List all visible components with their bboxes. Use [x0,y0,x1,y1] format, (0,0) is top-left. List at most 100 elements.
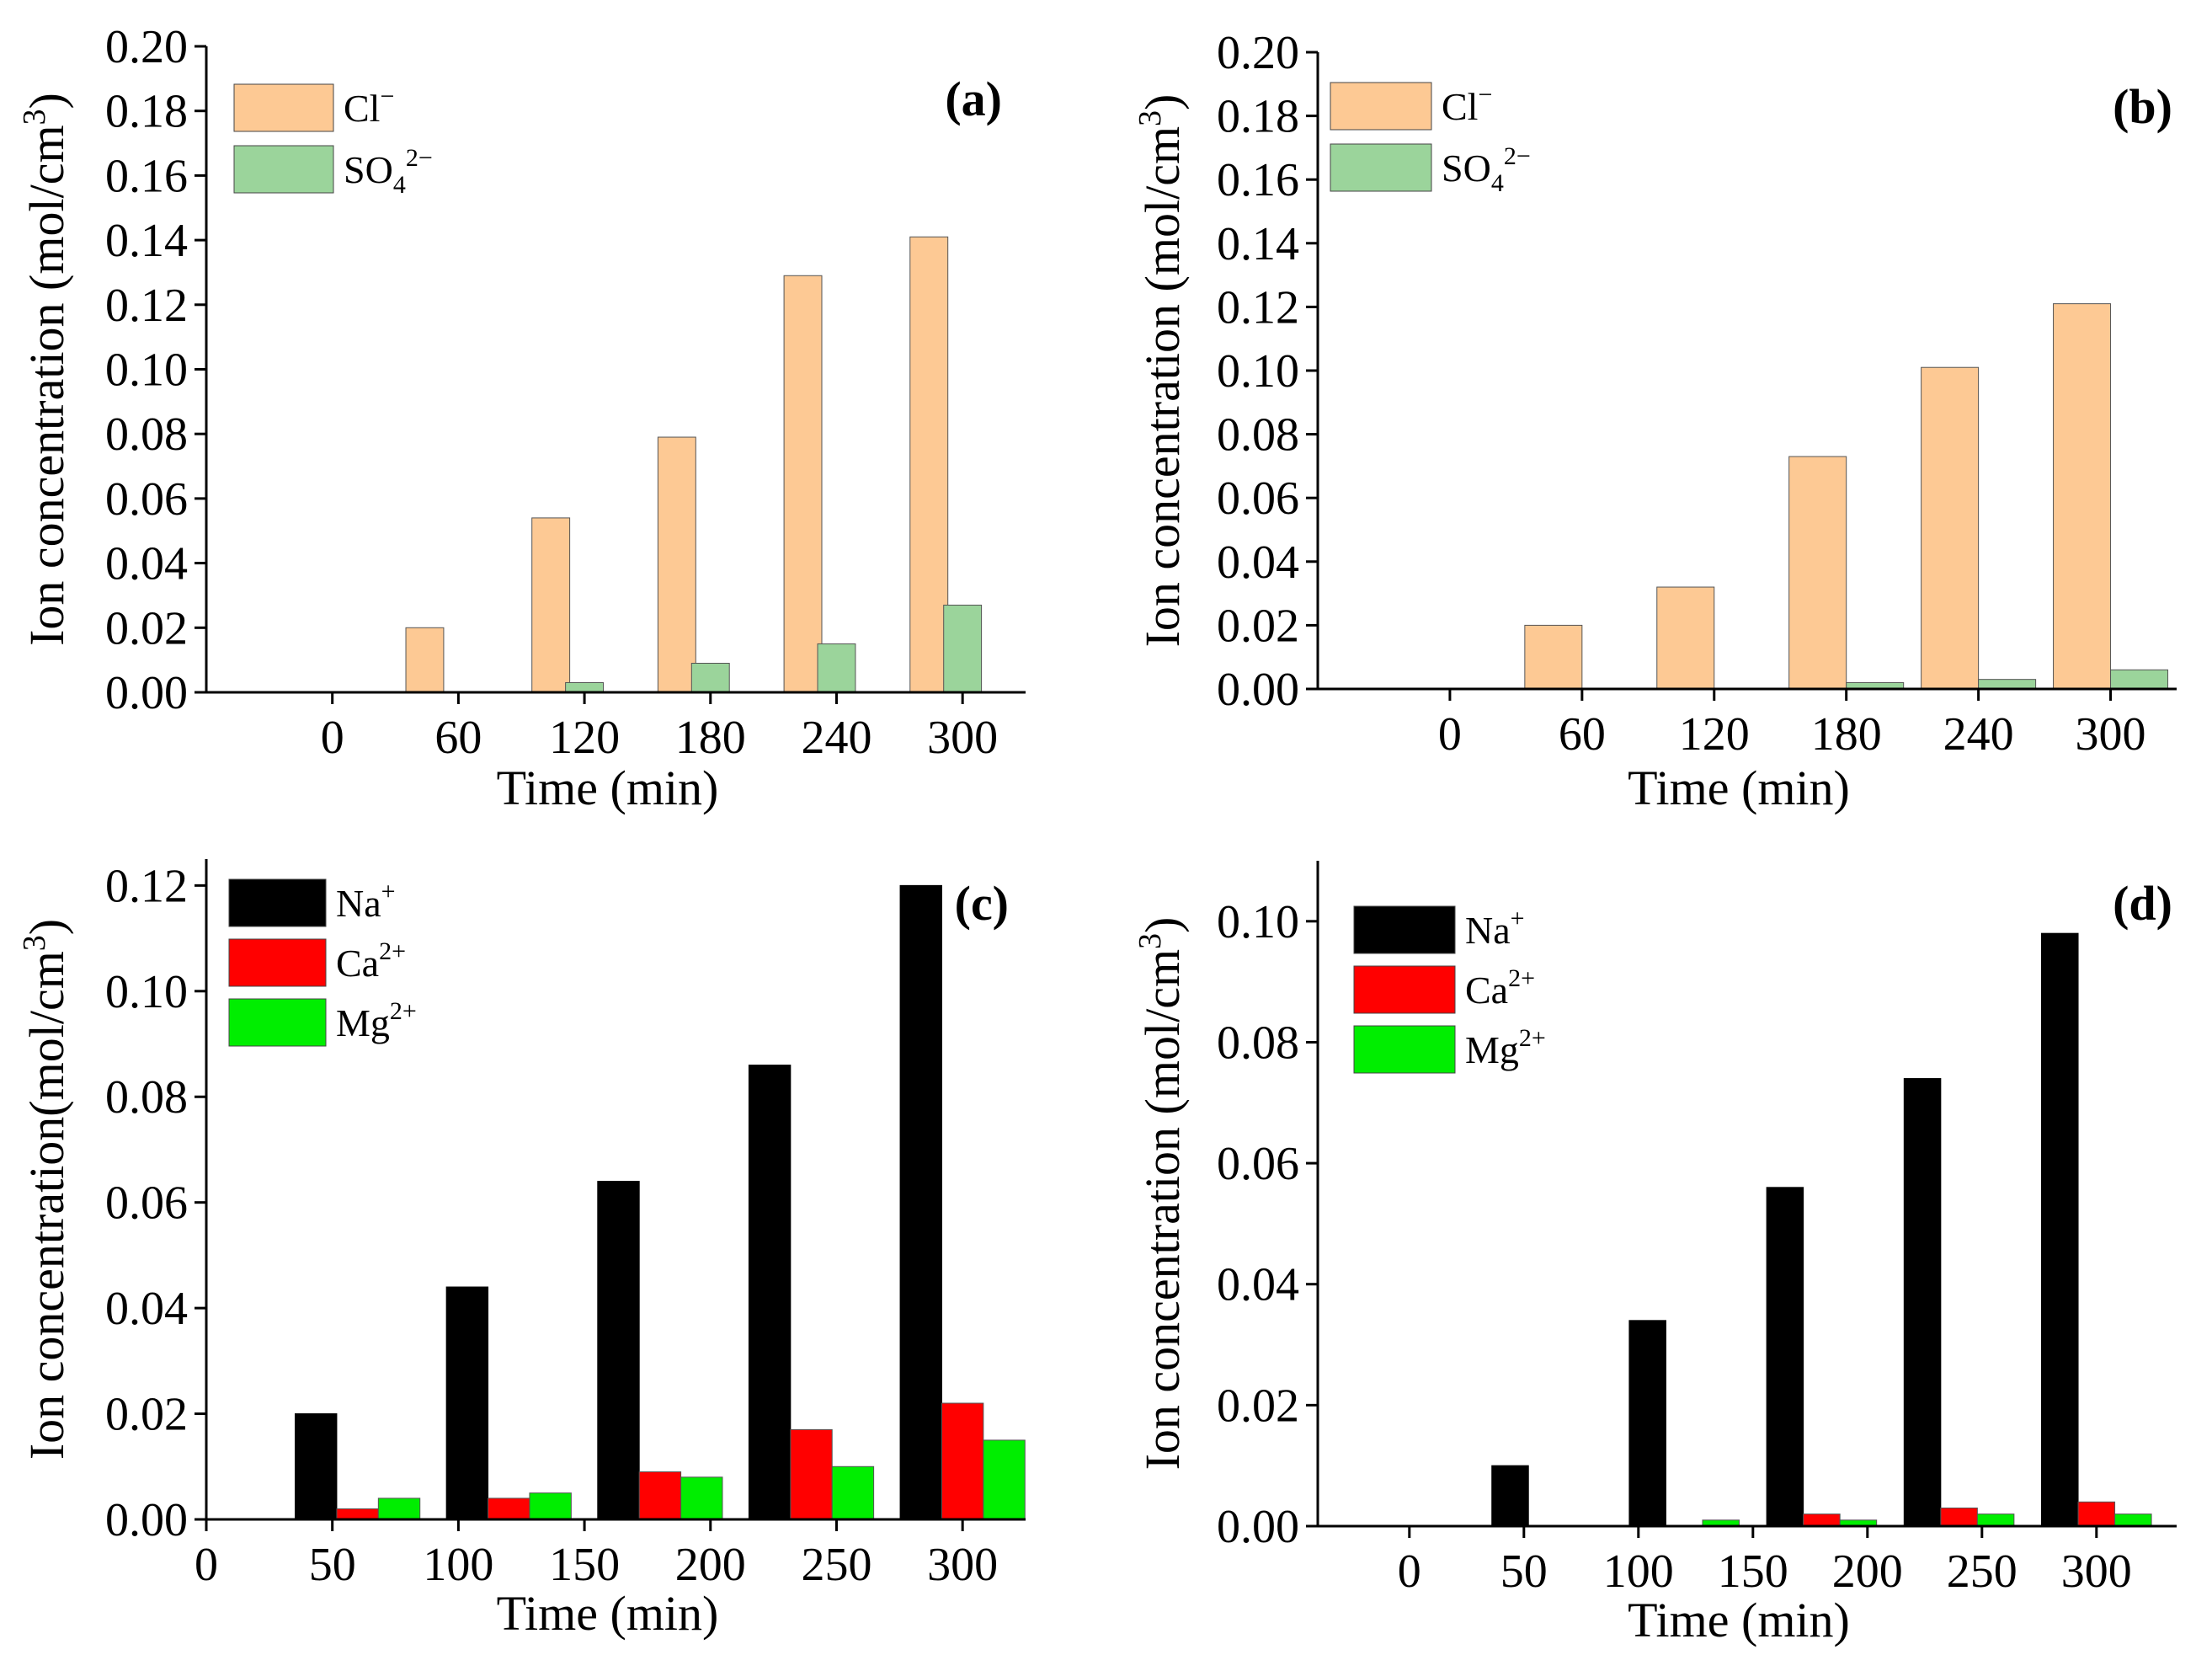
bar-cl-300 [909,236,949,693]
legend-label-mg2: Mg2+ [336,997,417,1044]
bar-so42-240 [817,643,856,693]
x-tick-label: 250 [801,1539,871,1591]
y-tick-label: 0.10 [105,344,188,397]
legend-swatch-mg2 [228,998,327,1047]
legend-label-cl: Cl− [1442,81,1492,128]
y-tick-label: 0.06 [1217,1138,1299,1190]
x-tick-label: 120 [549,712,620,764]
x-tick-label: 60 [434,712,482,764]
x-tick-label: 200 [1832,1546,1903,1598]
x-tick-label: 300 [927,712,998,764]
bar-na-240 [748,1065,792,1520]
chart-panel-b: 0.00 0.02 0.04 0.06 0.08 0.10 0.12 0.14 0.16 0.18… [1133,27,2177,815]
x-tick-label: 150 [1718,1546,1788,1598]
x-tick-label: 100 [423,1539,493,1591]
bar-mg2-120 [529,1492,572,1520]
panel-label: (a) [945,72,1002,126]
bar-so42-300 [2110,669,2169,690]
legend-label-na: Na+ [1465,905,1525,952]
bar-mg2-240 [831,1465,875,1520]
x-tick-label: 120 [1679,708,1750,761]
legend-label-mg2: Mg2+ [1465,1024,1546,1071]
bar-ca2-120 [488,1497,530,1520]
chart-panel-d: 0.00 0.02 0.04 0.06 0.08 0.10 0 50 100 150 200 250 3… [1133,861,2177,1647]
bar-cl-60 [1524,624,1583,690]
x-axis-title: Time (min) [1628,761,1850,815]
y-tick-label: 0.10 [105,966,188,1018]
y-tick-label: 0.04 [105,1283,188,1335]
x-tick-label: 0 [195,1539,218,1591]
bar-mg2-300 [983,1439,1026,1520]
bar-so42-240 [1978,679,2037,690]
x-tick-label: 150 [549,1539,620,1591]
legend-swatch-mg2 [1353,1025,1456,1074]
x-tick-label: 0 [321,712,344,764]
bar-cl-300 [2053,303,2112,690]
y-tick-label: 0.00 [105,1494,188,1546]
bar-cl-180 [657,436,696,693]
y-tick-label: 0.06 [105,473,188,526]
legend-swatch-cl [1330,82,1432,131]
x-tick-label: 50 [309,1539,356,1591]
legend-swatch-so42 [1330,143,1432,192]
bar-na-60 [1491,1465,1529,1527]
panel-label: (b) [2113,79,2172,134]
bar-cl-60 [405,627,445,693]
y-axis-title: Ion concentration (mol/cm3) [1133,94,1190,648]
bar-na-300 [2041,932,2079,1527]
x-tick-label: 300 [2061,1546,2132,1598]
x-tick-label: 0 [1438,708,1462,761]
y-axis-title: Ion concentration (mol/cm3) [1133,917,1190,1471]
bar-na-180 [597,1181,640,1520]
bar-ca2-300 [941,1402,984,1520]
legend-swatch-so42 [233,145,334,194]
y-tick-label: 0.18 [105,86,188,138]
chart-panel-c: 0.00 0.02 0.04 0.06 0.08 0.10 0.12 0 50 100 150 200… [17,859,1026,1641]
y-tick-label: 0.00 [1217,664,1299,716]
legend-label-na: Na+ [336,878,396,925]
y-tick-label: 0.08 [1217,1017,1299,1069]
legend-swatch-ca2 [228,938,327,987]
x-axis-title: Time (min) [497,761,719,815]
legend-swatch-na [228,878,327,927]
legend-label-so42: SO42− [344,144,433,199]
y-tick-label: 0.06 [1217,472,1299,525]
bar-so42-120 [565,681,605,693]
bar-so42-180 [690,662,730,693]
y-tick-label: 0.04 [1217,1259,1299,1311]
y-axis-title: Ion concentration(mol/cm3) [17,919,74,1460]
bar-mg2-60 [377,1497,421,1520]
x-tick-label: 50 [1500,1546,1548,1598]
bar-ca2-240 [1940,1507,1978,1527]
x-tick-label: 180 [675,712,746,764]
y-tick-label: 0.14 [1217,218,1299,270]
y-tick-label: 0.02 [105,1389,188,1441]
y-tick-label: 0.02 [1217,600,1299,652]
x-tick-label: 0 [1398,1546,1421,1598]
legend-label-so42: SO42− [1442,142,1531,197]
bar-cl-240 [783,275,823,693]
x-tick-label: 240 [1943,708,2014,761]
bar-cl-120 [1656,586,1715,690]
y-tick-label: 0.02 [105,602,188,654]
x-axis-title: Time (min) [1628,1593,1850,1647]
panel-label: (c) [955,876,1009,931]
x-tick-label: 300 [927,1539,998,1591]
bar-na-60 [295,1413,338,1520]
legend-swatch-na [1353,905,1456,954]
panel-label: (d) [2113,876,2172,931]
y-tick-label: 0.00 [1217,1501,1299,1553]
bar-na-240 [1903,1078,1942,1527]
y-tick-label: 0.18 [1217,91,1299,143]
bar-ca2-300 [2077,1501,2116,1527]
x-tick-label: 100 [1603,1546,1674,1598]
bar-mg2-180 [680,1476,723,1520]
legend-swatch-ca2 [1353,965,1456,1014]
bar-ca2-180 [638,1471,682,1520]
y-tick-label: 0.08 [105,408,188,461]
x-tick-label: 300 [2076,708,2146,761]
legend-label-ca2: Ca2+ [336,937,406,985]
y-tick-label: 0.14 [105,215,188,267]
y-axis-title: Ion concentration (mol/cm3) [17,93,74,646]
